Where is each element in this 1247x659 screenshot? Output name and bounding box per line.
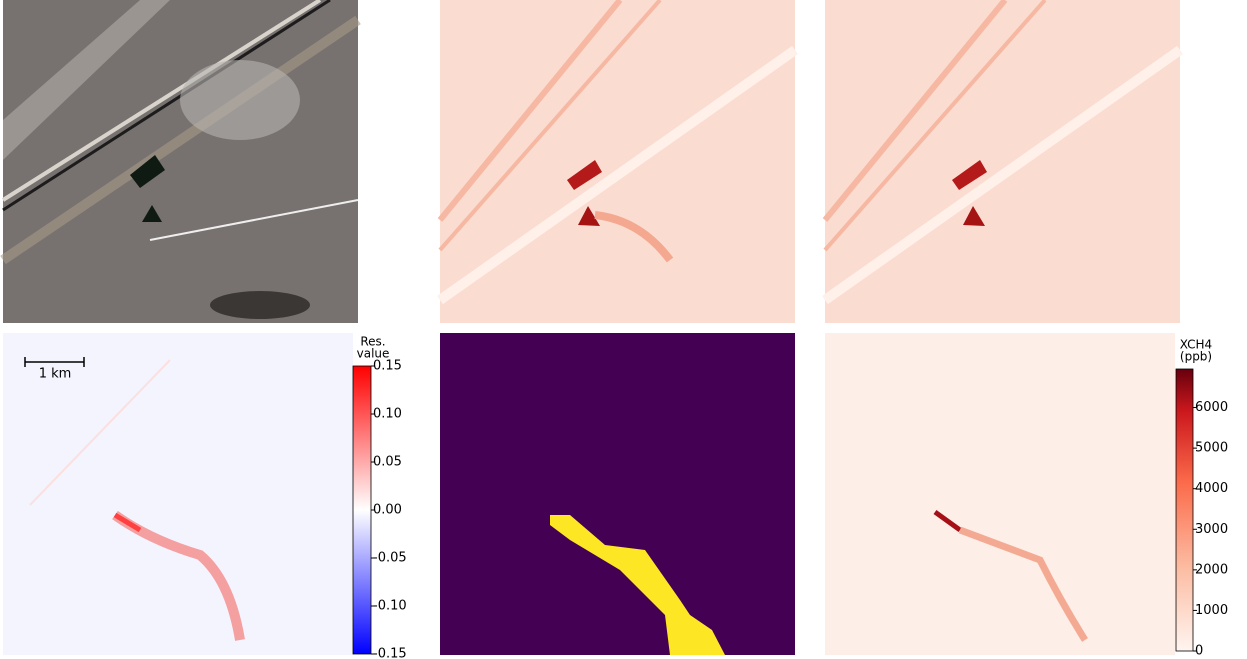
colorbar-tick-label: -0.05 (373, 551, 407, 566)
rgb-panel (3, 0, 358, 323)
colorbar-tick-label: -0.10 (373, 599, 407, 614)
scale-bar-label: 1 km (39, 367, 72, 382)
colorbar (353, 366, 371, 654)
colorbar-tick-label: 3000 (1195, 522, 1228, 537)
xch4-panel (825, 0, 1180, 323)
colorbar-tick-label: -0.15 (373, 647, 407, 659)
colorbar-tick-label: 0.10 (373, 407, 402, 422)
colorbar-tick-label: 0.05 (373, 455, 402, 470)
colorbar-tick-label: 0.00 (373, 503, 402, 518)
xch4-panel (825, 333, 1175, 655)
colorbar-title: (ppb) (1180, 350, 1212, 364)
colorbar-tick-label: 4000 (1195, 481, 1228, 496)
colorbar-tick-label: 0.15 (373, 359, 402, 374)
colorbar-tick-label: 5000 (1195, 441, 1228, 456)
colorbar-tick-label: 0 (1195, 644, 1203, 659)
colorbar-tick-label: 1000 (1195, 603, 1228, 618)
mask-panel (440, 333, 795, 655)
colorbar-tick-label: 6000 (1195, 400, 1228, 415)
figure: 1 km Res.value0.150.100.050.00-0.05-0.10… (0, 0, 1247, 659)
colorbar-tick-label: 2000 (1195, 562, 1228, 577)
xch4-panel (440, 0, 795, 323)
colorbar (1176, 369, 1193, 651)
